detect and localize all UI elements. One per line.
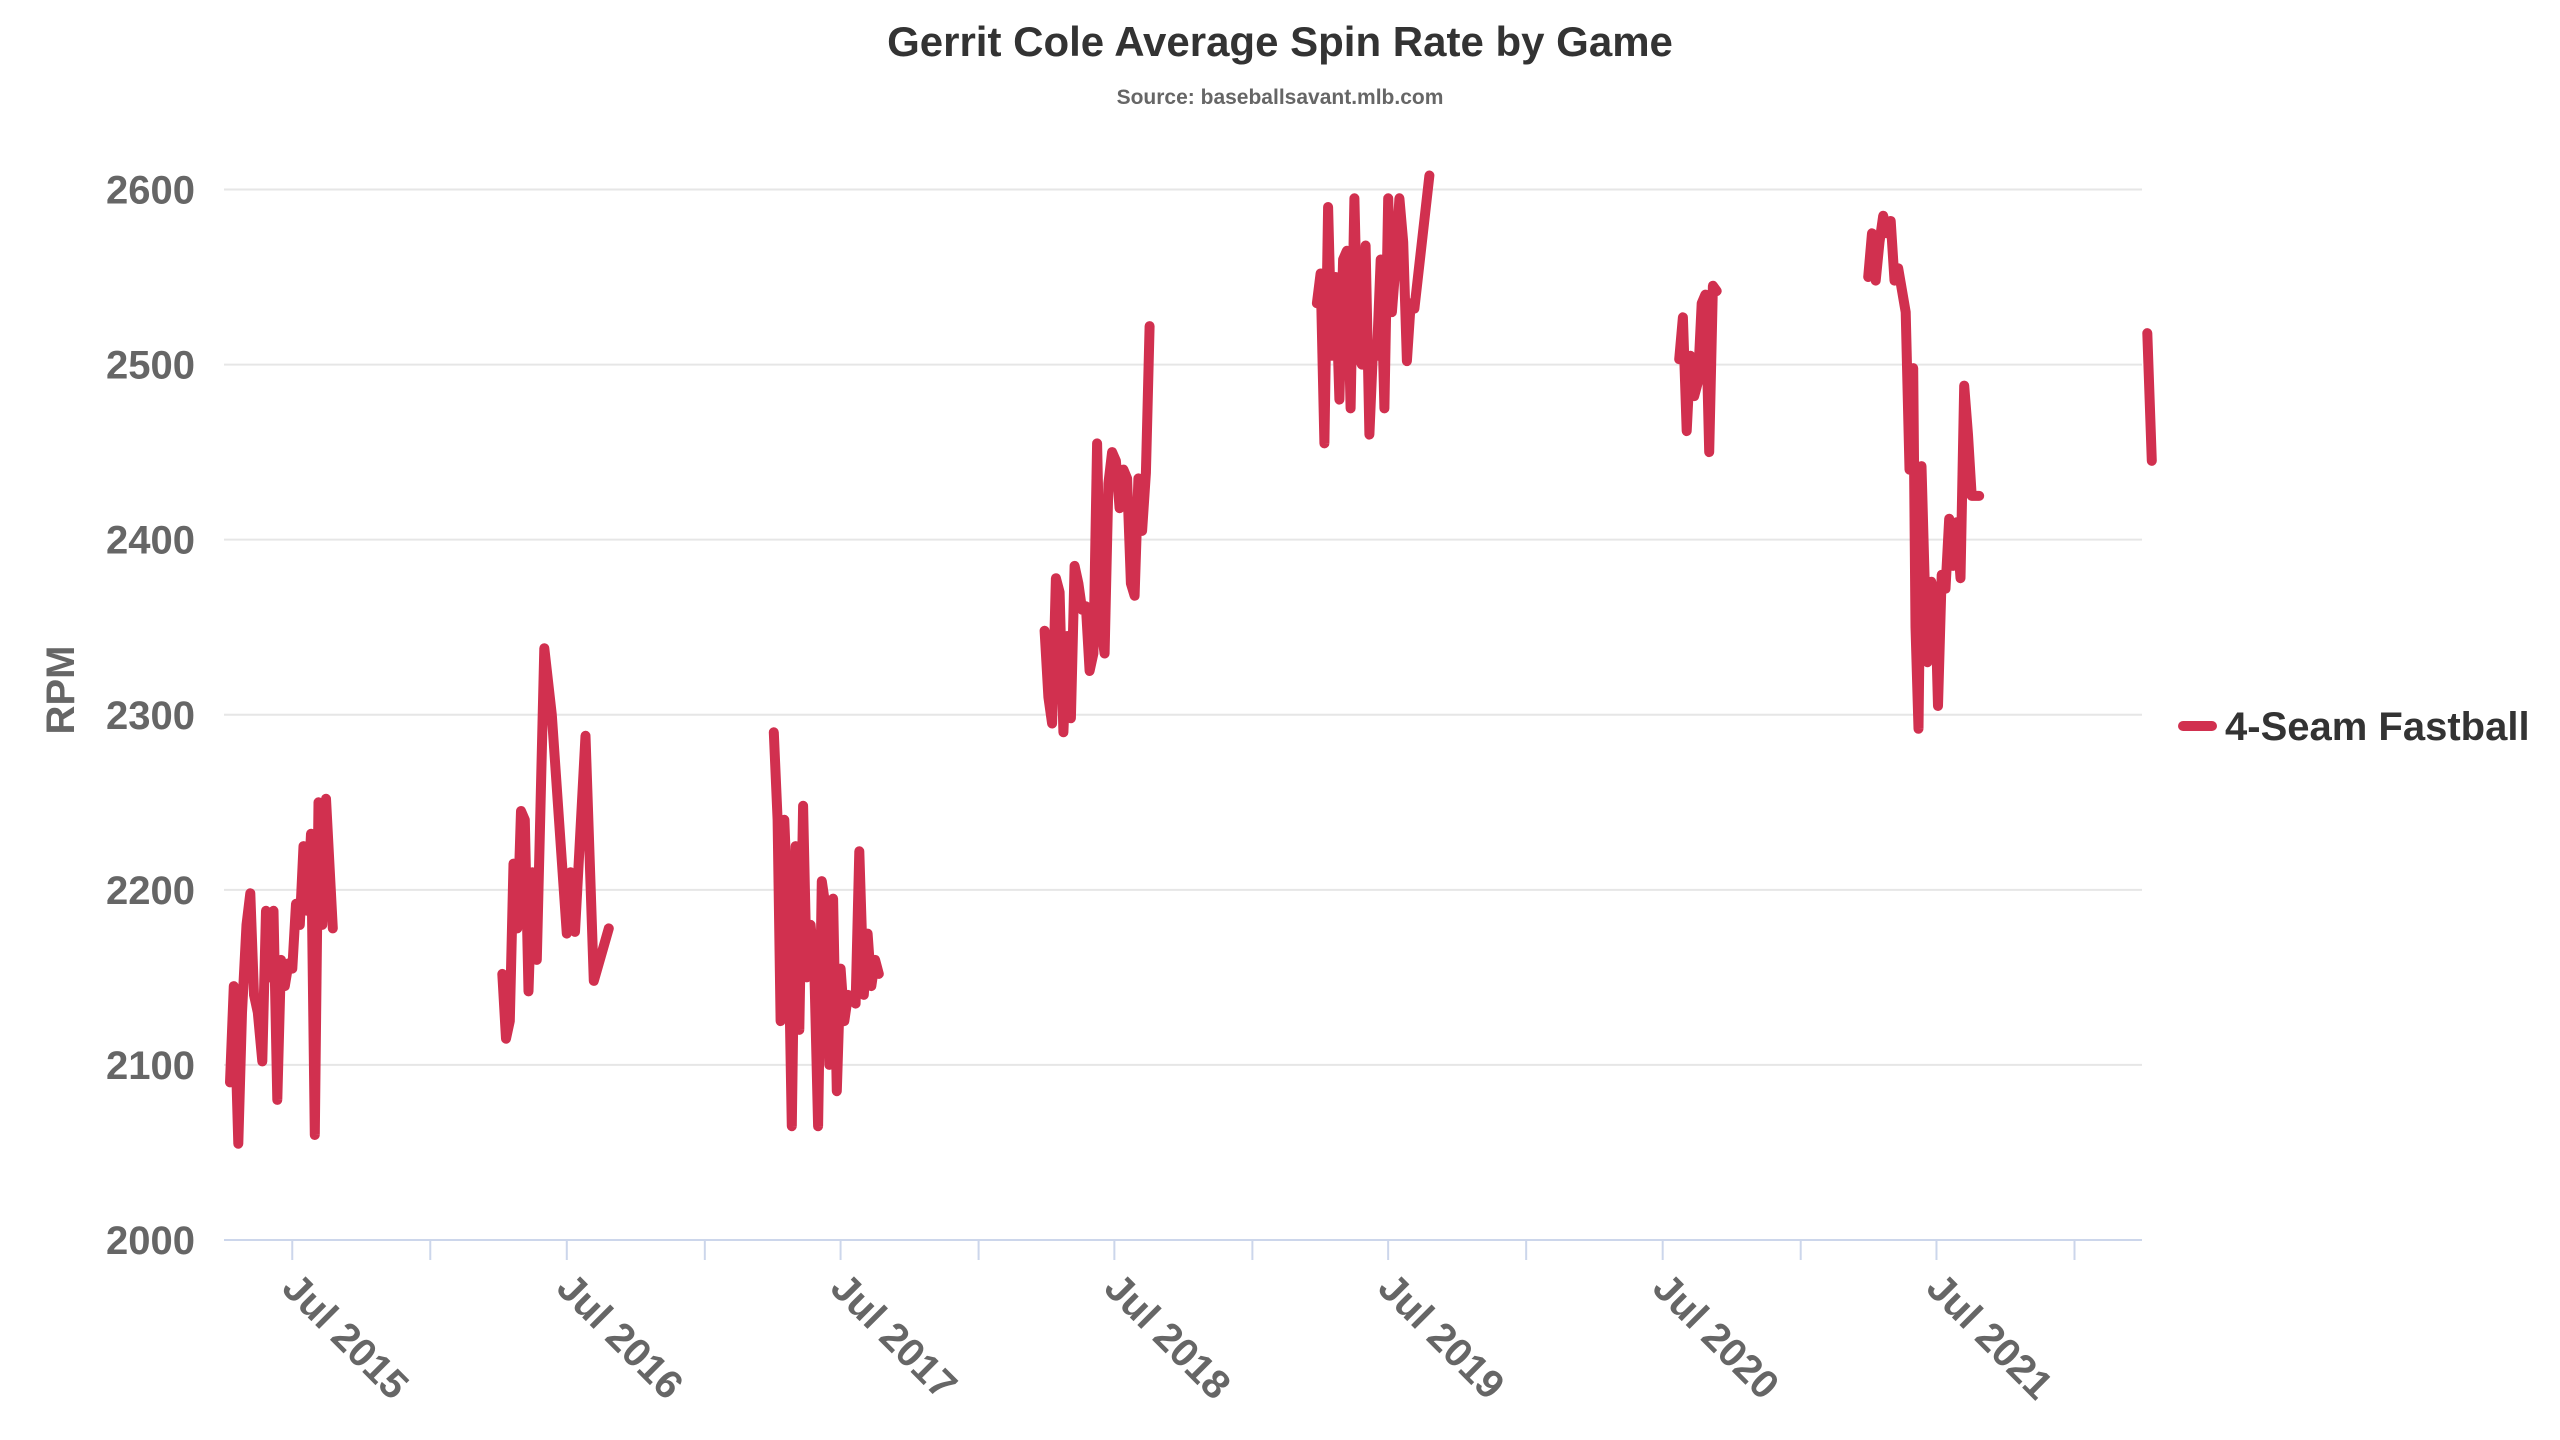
legend[interactable]: 4-Seam Fastball (2178, 705, 2530, 749)
x-tick-label-jul-2020: Jul 2020 (1644, 1265, 1787, 1408)
y-tick-label-2100: 2100 (106, 1044, 195, 1088)
y-tick-label-2500: 2500 (106, 344, 195, 388)
y-tick-label-2400: 2400 (106, 519, 195, 563)
y-tick-label-2200: 2200 (106, 869, 195, 913)
y-axis-label: RPM (39, 646, 83, 735)
y-tick-label-2600: 2600 (106, 169, 195, 213)
series-line-segment-7 (1863, 210, 1985, 734)
x-tick-label-jul-2016: Jul 2016 (548, 1265, 691, 1408)
x-tick-label-jul-2019: Jul 2019 (1370, 1265, 1513, 1408)
x-tick-label-jul-2017: Jul 2017 (822, 1265, 965, 1408)
series-line-segment-2 (497, 643, 614, 1044)
series-line-segment-8 (2142, 328, 2157, 466)
legend-label: 4-Seam Fastball (2225, 705, 2530, 749)
y-tick-label-2300: 2300 (106, 694, 195, 738)
series-line-segment-3 (768, 727, 884, 1132)
x-axis-ticks: Jul 2015 Jul 2016 Jul 2017 Jul 2018 Jul 2019… (274, 1240, 2076, 1408)
series-4-seam-fastball (225, 170, 2157, 1149)
x-tick-label-jul-2015: Jul 2015 (274, 1265, 417, 1408)
y-axis-ticks: 2000 2100 2200 2300 2400 2500 2600 (106, 169, 195, 1263)
y-tick-label-2000: 2000 (106, 1219, 195, 1263)
chart-subtitle: Source: baseballsavant.mlb.com (1117, 86, 1444, 109)
series-line-segment-5 (1311, 170, 1435, 449)
series-line-segment-1 (225, 793, 338, 1149)
series-line-segment-4 (1039, 321, 1155, 738)
x-tick-label-jul-2021: Jul 2021 (1918, 1265, 2061, 1408)
x-tick-label-jul-2018: Jul 2018 (1096, 1265, 1239, 1408)
chart-title: Gerrit Cole Average Spin Rate by Game (887, 18, 1673, 65)
series-line-segment-6 (1674, 280, 1722, 458)
